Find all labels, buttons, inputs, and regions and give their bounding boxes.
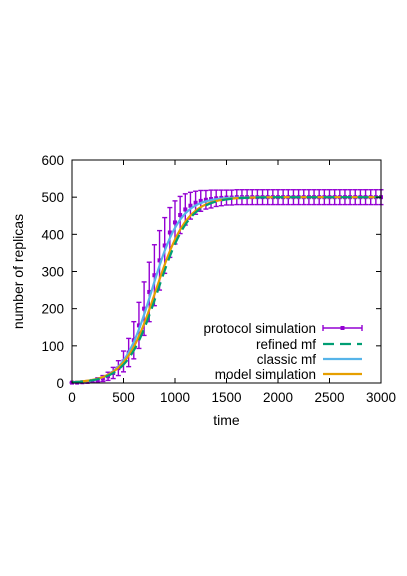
data-point	[100, 376, 105, 381]
data-point	[173, 220, 177, 225]
data-point	[157, 258, 162, 263]
x-tick-label: 1000	[160, 390, 190, 405]
y-tick-label: 100	[41, 339, 64, 354]
x-tick-label: 3000	[366, 390, 396, 405]
data-point	[152, 273, 157, 278]
axis-ticks: 0 500 1000 1500 2000 2500 3000 0 100 200 300 400 500…	[41, 153, 396, 405]
series-line-model-simulation	[71, 196, 381, 384]
data-point	[188, 203, 193, 208]
data-point	[183, 207, 188, 212]
data-point	[142, 306, 147, 311]
plot-area	[69, 189, 384, 385]
x-tick-label: 1500	[211, 390, 241, 405]
y-tick-label: 300	[41, 265, 64, 280]
data-point	[198, 198, 203, 203]
y-tick-label: 200	[41, 302, 64, 317]
y-axis-label: number of replicas	[10, 214, 26, 329]
y-tick-label: 500	[41, 190, 64, 205]
y-tick-label: 600	[41, 153, 64, 168]
data-point	[136, 323, 141, 328]
series-line-refined-mf	[71, 196, 381, 384]
y-tick-label: 400	[41, 227, 64, 242]
legend-label: model simulation	[215, 367, 316, 382]
legend-label: classic mf	[257, 352, 317, 367]
x-tick-label: 2500	[314, 390, 344, 405]
x-tick-label: 500	[112, 390, 135, 405]
data-point	[193, 200, 198, 205]
series-line-classic-mf	[71, 196, 381, 384]
legend-label: refined mf	[256, 337, 316, 352]
data-point	[203, 197, 208, 202]
data-point	[162, 243, 167, 248]
x-axis-label: time	[213, 412, 240, 428]
legend-swatch-point	[340, 326, 345, 330]
data-point	[167, 230, 172, 235]
data-point	[147, 289, 152, 294]
data-point	[178, 213, 183, 218]
y-tick-label: 0	[56, 376, 64, 391]
x-tick-label: 2000	[263, 390, 293, 405]
legend-label: protocol simulation	[203, 321, 316, 336]
x-tick-label: 0	[68, 390, 76, 405]
